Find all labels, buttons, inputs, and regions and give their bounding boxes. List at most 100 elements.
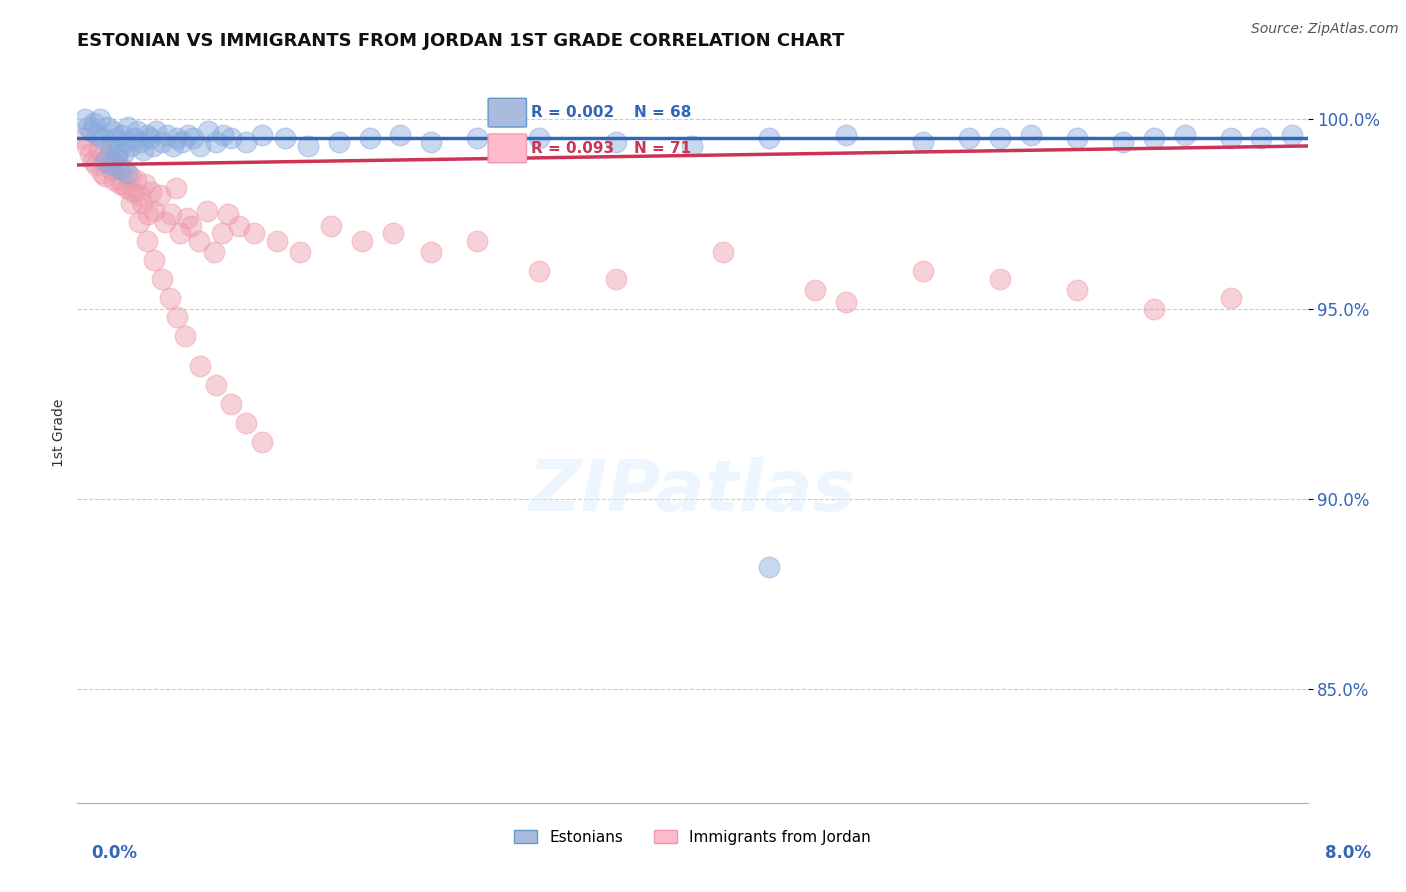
Point xyxy=(142,139,165,153)
Point xyxy=(605,272,627,286)
Point xyxy=(804,283,827,297)
Point xyxy=(82,154,104,169)
Point xyxy=(1066,283,1088,297)
Point xyxy=(290,245,312,260)
Point xyxy=(103,173,125,187)
Point xyxy=(180,219,202,233)
Point xyxy=(219,397,242,411)
Point xyxy=(97,150,120,164)
Text: 0.0%: 0.0% xyxy=(91,844,138,862)
Point xyxy=(100,158,122,172)
Point xyxy=(143,203,166,218)
Point xyxy=(212,128,235,142)
Point xyxy=(835,294,858,309)
Point xyxy=(228,219,250,233)
Point xyxy=(150,135,173,149)
Point xyxy=(115,180,138,194)
Point xyxy=(988,272,1011,286)
Point xyxy=(420,245,443,260)
Point xyxy=(120,139,142,153)
Point xyxy=(328,135,350,149)
Point xyxy=(177,128,200,142)
Point xyxy=(127,124,149,138)
Point xyxy=(132,143,155,157)
Point xyxy=(134,177,156,191)
Point xyxy=(125,173,148,187)
Point xyxy=(235,416,257,430)
Point xyxy=(957,131,980,145)
Point xyxy=(94,154,117,169)
Point xyxy=(1112,135,1135,149)
Point xyxy=(104,150,127,164)
Point xyxy=(527,131,550,145)
Point xyxy=(105,150,128,164)
Point xyxy=(219,131,242,145)
Point xyxy=(235,135,257,149)
Point xyxy=(420,135,443,149)
Point xyxy=(1219,291,1241,305)
Point xyxy=(84,158,107,172)
Text: ZIPatlas: ZIPatlas xyxy=(529,458,856,526)
Point xyxy=(128,215,150,229)
Point xyxy=(100,143,122,157)
Legend: Estonians, Immigrants from Jordan: Estonians, Immigrants from Jordan xyxy=(508,823,877,851)
Point xyxy=(187,234,209,248)
Point xyxy=(1019,128,1042,142)
Point xyxy=(297,139,319,153)
Point xyxy=(166,310,188,324)
Point xyxy=(912,135,935,149)
Point xyxy=(274,131,297,145)
Point xyxy=(143,252,166,267)
Point xyxy=(153,215,176,229)
Point xyxy=(1219,131,1241,145)
Point xyxy=(350,234,373,248)
Point xyxy=(188,139,212,153)
Point xyxy=(835,128,858,142)
Point xyxy=(319,219,342,233)
Point xyxy=(112,146,135,161)
Point xyxy=(165,180,187,194)
Point xyxy=(155,128,177,142)
Point xyxy=(150,272,173,286)
Point xyxy=(1250,131,1272,145)
Point xyxy=(110,177,132,191)
Point xyxy=(465,131,488,145)
Point xyxy=(105,158,128,172)
Point xyxy=(1066,131,1088,145)
Point xyxy=(108,143,131,157)
Point xyxy=(110,161,132,176)
Point xyxy=(758,131,780,145)
Point xyxy=(912,264,935,278)
Point xyxy=(381,227,404,241)
Point xyxy=(72,131,94,145)
Point xyxy=(711,245,734,260)
Point xyxy=(211,227,233,241)
Point xyxy=(79,146,101,161)
Point xyxy=(120,195,142,210)
Point xyxy=(159,291,181,305)
Point xyxy=(135,234,157,248)
Point xyxy=(96,120,118,134)
Point xyxy=(90,165,114,179)
Point xyxy=(111,128,134,142)
Point xyxy=(83,116,105,130)
Point xyxy=(76,139,98,153)
Point xyxy=(117,120,139,134)
Point xyxy=(145,124,167,138)
Point xyxy=(136,207,159,221)
Point xyxy=(98,139,121,153)
Point xyxy=(89,112,111,127)
Point xyxy=(121,185,143,199)
Point xyxy=(114,135,136,149)
Point xyxy=(100,161,122,176)
Y-axis label: 1st Grade: 1st Grade xyxy=(52,399,66,467)
Point xyxy=(1143,131,1166,145)
Point xyxy=(138,131,160,145)
Point xyxy=(250,128,273,142)
Point xyxy=(115,165,138,179)
Point xyxy=(170,135,193,149)
Point xyxy=(128,188,150,202)
Point xyxy=(93,131,115,145)
Point xyxy=(149,188,172,202)
Point xyxy=(465,234,488,248)
